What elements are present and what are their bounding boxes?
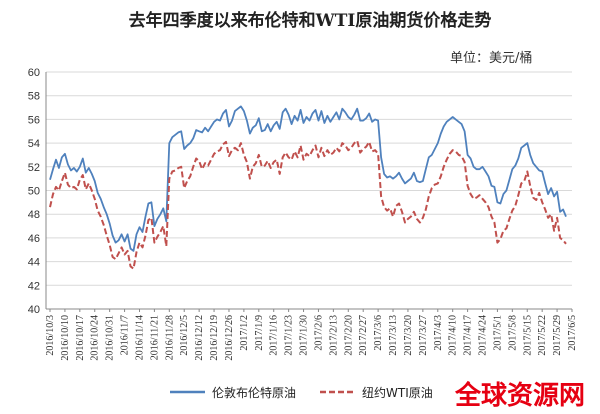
x-tick-label: 2017/3/13	[388, 315, 399, 356]
x-tick-label: 2017/6/5	[567, 315, 578, 351]
x-tick-label: 2016/11/21	[149, 315, 160, 360]
x-tick-label: 2017/1/23	[284, 315, 295, 356]
x-tick-label: 2017/5/1	[492, 315, 503, 351]
x-tick-label: 2017/1/16	[269, 315, 280, 356]
x-tick-label: 2016/11/7	[120, 315, 131, 355]
watermark-logo: 全球资源网	[454, 380, 585, 411]
y-tick-label: 42	[28, 280, 40, 292]
x-tick-label: 2017/5/8	[507, 315, 518, 351]
unit-label: 单位：美元/桶	[450, 51, 532, 66]
x-tick-label: 2017/5/22	[537, 315, 548, 356]
x-tick-label: 2017/5/29	[552, 315, 563, 356]
gridlines	[45, 71, 572, 310]
x-tick-label: 2016/10/10	[60, 315, 71, 361]
y-tick-label: 40	[28, 304, 40, 316]
x-tick-label: 2016/10/24	[90, 315, 101, 361]
x-tick-label: 2017/1/9	[254, 315, 265, 351]
x-tick-label: 2017/3/6	[373, 315, 384, 351]
x-tick-label: 2017/1/30	[299, 315, 310, 356]
x-tick-label: 2017/3/20	[403, 315, 414, 356]
x-tick-label: 2016/10/17	[75, 315, 86, 361]
series-lines	[49, 105, 567, 270]
x-tick-label: 2017/1/2	[239, 315, 250, 351]
x-tick-label: 2016/10/3	[45, 315, 56, 356]
y-tick-label: 54	[28, 138, 40, 150]
x-tick-label: 2016/12/26	[224, 315, 235, 361]
x-tick-label: 2016/11/14	[134, 315, 145, 360]
legend-wti-label: 纽约WTI原油	[362, 385, 433, 400]
x-tick-label: 2017/2/13	[328, 315, 339, 356]
x-tick-label: 2017/2/20	[343, 315, 354, 356]
x-tick-label: 2016/12/5	[179, 315, 190, 356]
y-tick-label: 44	[28, 257, 40, 269]
chart-title: 去年四季度以来布伦特和WTI原油期货价格走势	[129, 10, 492, 31]
x-tick-label: 2017/2/27	[358, 315, 369, 356]
x-tick-label: 2016/10/31	[105, 315, 116, 361]
y-tick-label: 60	[28, 67, 40, 79]
y-axis: 40 42 44 46 48 50 52 54 56 58 60	[28, 67, 40, 316]
x-tick-label: 2017/4/17	[463, 315, 474, 356]
y-tick-label: 48	[28, 209, 40, 221]
y-tick-label: 50	[28, 186, 40, 198]
x-tick-label: 2016/12/12	[194, 315, 205, 361]
legend-brent-label: 伦敦布伦特原油	[212, 385, 296, 400]
x-tick-label: 2017/4/3	[433, 315, 444, 351]
y-tick-label: 58	[28, 91, 40, 103]
legend: 伦敦布伦特原油 纽约WTI原油	[170, 385, 433, 400]
x-tick-label: 2017/4/10	[448, 315, 459, 356]
x-tick-label: 2017/3/27	[418, 315, 429, 356]
brent-series-line	[49, 105, 567, 252]
y-tick-label: 46	[28, 233, 40, 245]
x-tick-label: 2017/2/6	[313, 315, 324, 351]
wti-series-line	[49, 139, 567, 270]
x-tick-label: 2016/11/28	[164, 315, 175, 360]
x-tick-label: 2016/12/19	[209, 315, 220, 361]
x-tick-label: 2017/5/15	[522, 315, 533, 356]
x-tick-label: 2017/4/24	[478, 315, 489, 356]
x-axis: 2016/10/3 2016/10/10 2016/10/17 2016/10/24 2…	[45, 309, 578, 361]
y-tick-label: 56	[28, 114, 40, 126]
y-tick-label: 52	[28, 162, 40, 174]
